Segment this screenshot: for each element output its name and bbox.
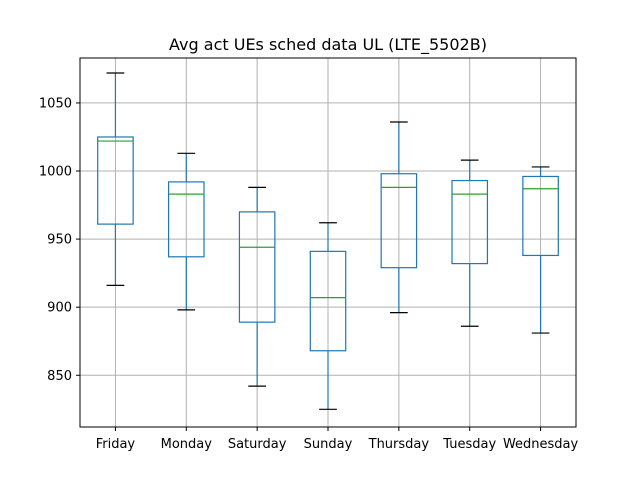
box-saturday	[238, 186, 276, 387]
x-tick-label: Monday	[161, 437, 213, 452]
y-tick-label: 950	[47, 233, 72, 248]
y-tick-label: 850	[47, 369, 72, 384]
iqr-box	[522, 175, 559, 257]
iqr-box	[309, 250, 347, 352]
chart-title: Avg act UEs sched data UL (LTE_5502B)	[169, 35, 487, 55]
boxes-layer	[97, 72, 559, 410]
iqr-box	[451, 179, 489, 265]
x-tick-label: Sunday	[304, 437, 353, 452]
x-tick-label: Friday	[96, 437, 136, 452]
y-tick-label: 900	[47, 301, 72, 316]
axis-layer: 850 900 950 1000 1050 Friday Monday Saturday Sun…	[39, 96, 579, 452]
box-tuesday	[451, 159, 489, 327]
box-sunday	[309, 222, 347, 410]
box-friday	[97, 72, 134, 286]
y-tick-label: 1050	[39, 96, 72, 111]
iqr-box	[97, 136, 134, 225]
iqr-box	[380, 173, 418, 269]
box-wednesday	[522, 166, 559, 334]
x-tick-label: Saturday	[228, 437, 287, 452]
x-tick-label: Wednesday	[503, 437, 579, 452]
x-tick-label: Tuesday	[442, 437, 496, 452]
box-monday	[167, 152, 205, 311]
box-thursday	[380, 121, 418, 314]
y-tick-label: 1000	[39, 165, 72, 180]
grid-layer	[80, 58, 576, 427]
iqr-box	[238, 211, 276, 323]
x-tick-label: Thursday	[368, 437, 430, 452]
iqr-box	[167, 181, 205, 258]
